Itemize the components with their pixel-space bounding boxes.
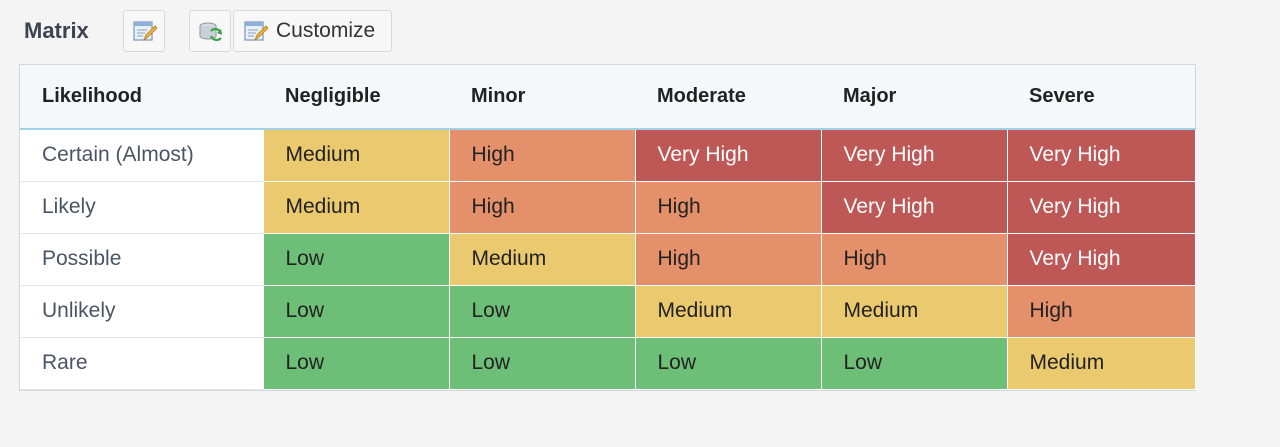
risk-cell[interactable]: High: [448, 180, 636, 234]
table-row: Possible Low Medium High High Very High: [20, 232, 1196, 286]
likelihood-header: Likelihood: [42, 85, 142, 107]
table-row: Unlikely Low Low Medium Medium High: [20, 284, 1196, 338]
table-row: Likely Medium High High Very High Very H…: [20, 180, 1196, 234]
edit-matrix-button[interactable]: [123, 10, 165, 52]
risk-cell[interactable]: Very High: [1006, 180, 1196, 234]
column-header: Major: [843, 85, 897, 107]
risk-cell[interactable]: Low: [262, 232, 450, 286]
row-label: Possible: [20, 232, 264, 286]
column-header: Minor: [471, 85, 526, 107]
customize-form-icon: [244, 21, 268, 42]
risk-matrix: Likelihood Negligible Minor Moderate Maj…: [19, 64, 1196, 391]
risk-cell[interactable]: Medium: [1006, 336, 1196, 390]
risk-cell[interactable]: High: [634, 232, 822, 286]
row-label: Certain (Almost): [20, 128, 264, 182]
risk-cell[interactable]: High: [634, 180, 822, 234]
risk-cell[interactable]: Very High: [1006, 128, 1196, 182]
column-header: Moderate: [657, 85, 746, 107]
risk-cell[interactable]: Very High: [1006, 232, 1196, 286]
risk-cell[interactable]: High: [448, 128, 636, 182]
table-row: Rare Low Low Low Low Medium: [20, 336, 1196, 390]
row-label: Rare: [20, 336, 264, 390]
risk-cell[interactable]: High: [1006, 284, 1196, 338]
risk-cell[interactable]: Very High: [820, 128, 1008, 182]
risk-cell[interactable]: Medium: [634, 284, 822, 338]
risk-cell[interactable]: Medium: [820, 284, 1008, 338]
risk-cell[interactable]: Very High: [820, 180, 1008, 234]
risk-cell[interactable]: Medium: [448, 232, 636, 286]
risk-cell[interactable]: Low: [448, 336, 636, 390]
risk-matrix-table: Likelihood Negligible Minor Moderate Maj…: [20, 65, 1196, 390]
risk-cell[interactable]: Low: [262, 284, 450, 338]
risk-cell[interactable]: High: [820, 232, 1008, 286]
customize-button[interactable]: Customize: [233, 10, 392, 52]
toolbar: Matrix Customize: [0, 10, 1280, 54]
risk-cell[interactable]: Low: [262, 336, 450, 390]
edit-form-icon: [133, 21, 157, 42]
risk-cell[interactable]: Medium: [262, 180, 450, 234]
risk-cell[interactable]: Low: [448, 284, 636, 338]
risk-cell[interactable]: Medium: [262, 128, 450, 182]
header-row: Likelihood Negligible Minor Moderate Maj…: [20, 65, 1195, 129]
risk-cell[interactable]: Low: [820, 336, 1008, 390]
customize-label: Customize: [276, 19, 376, 42]
refresh-icon: [199, 22, 223, 41]
risk-cell[interactable]: Low: [634, 336, 822, 390]
row-label: Unlikely: [20, 284, 264, 338]
page-title: Matrix: [24, 18, 89, 43]
table-row: Certain (Almost) Medium High Very High V…: [20, 128, 1196, 182]
column-header: Negligible: [285, 85, 381, 107]
row-label: Likely: [20, 180, 264, 234]
refresh-button[interactable]: [189, 10, 231, 52]
risk-cell[interactable]: Very High: [634, 128, 822, 182]
column-header: Severe: [1029, 85, 1095, 107]
